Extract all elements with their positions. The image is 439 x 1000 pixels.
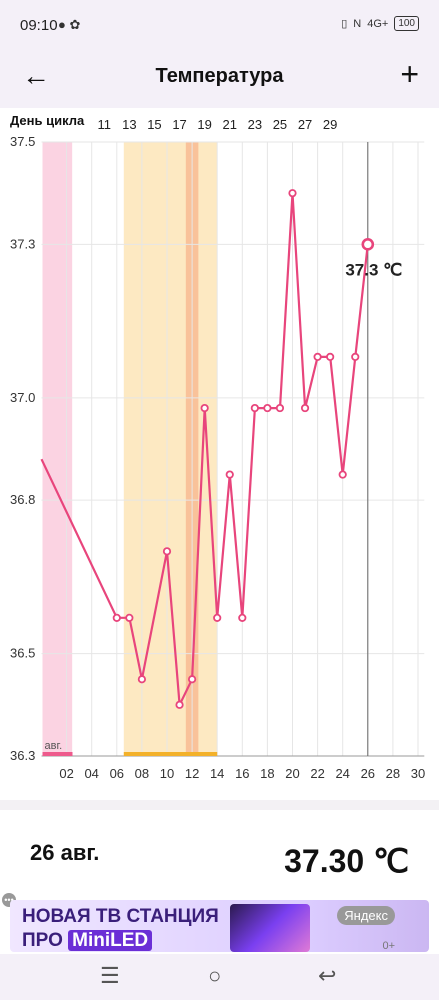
data-point <box>112 613 121 622</box>
battery-icon: 100 <box>394 16 419 31</box>
cycle-day-label: 25 <box>273 117 287 132</box>
period-bar <box>42 752 73 756</box>
data-point <box>213 613 222 622</box>
cycle-day-label: 11 <box>98 117 112 132</box>
system-nav-bar: ☰ ○ ↩ <box>0 954 439 1000</box>
data-point <box>351 352 360 361</box>
x-tick-label: 22 <box>310 766 324 781</box>
selected-date: 26 авг. <box>30 840 100 865</box>
ad-image <box>230 904 310 952</box>
data-point <box>275 403 285 413</box>
x-tick-label: 20 <box>285 766 299 781</box>
cycle-day-label: 23 <box>248 117 262 132</box>
vibrate-icon: ▯ <box>341 18 348 30</box>
signal-label: 4G+ <box>367 17 389 30</box>
data-point <box>263 403 272 413</box>
selected-value-label: 37.3 ℃ <box>345 260 402 279</box>
x-tick-label: 10 <box>160 766 174 781</box>
x-tick-label: 18 <box>260 766 274 781</box>
status-time: 09:10 <box>20 17 58 34</box>
x-tick-label: 24 <box>335 766 349 781</box>
cycle-day-label: 21 <box>223 117 237 132</box>
period-band <box>42 142 73 756</box>
data-point <box>137 675 146 684</box>
data-point <box>188 675 197 684</box>
data-point <box>326 352 335 361</box>
cycle-day-label: 27 <box>298 117 312 132</box>
status-bar: 09:10 ● ✿ ▯ N 4G+ 100 <box>0 0 439 52</box>
y-tick-label: 36.8 <box>10 492 35 507</box>
cycle-day-label: 15 <box>147 117 161 132</box>
ad-age-rating: 0+ <box>382 940 395 952</box>
data-point <box>162 547 172 556</box>
status-right: ▯ N 4G+ 100 <box>341 16 419 31</box>
x-tick-label: 12 <box>185 766 199 781</box>
divider <box>0 800 439 810</box>
cycle-day-label: 19 <box>197 117 211 132</box>
x-tick-label: 26 <box>361 766 375 781</box>
month-label: авг. <box>45 740 63 752</box>
app-bar: ← Температура + <box>0 52 439 108</box>
x-tick-label: 06 <box>110 766 124 781</box>
cycle-day-label: 13 <box>122 117 136 132</box>
page-title: Температура <box>155 65 284 87</box>
ad-subline: ПРО MiniLED <box>22 930 153 952</box>
cycle-day-header: День цикла <box>10 113 85 128</box>
data-point <box>300 403 310 413</box>
x-tick-label: 30 <box>411 766 425 781</box>
x-tick-label: 14 <box>210 766 224 781</box>
add-icon[interactable]: + <box>400 56 419 92</box>
home-icon[interactable]: ○ <box>208 963 222 988</box>
data-point <box>125 613 134 622</box>
cycle-day-label: 17 <box>172 117 186 132</box>
data-point <box>238 613 247 622</box>
ad-headline: НОВАЯ ТВ СТАНЦИЯ <box>22 906 219 927</box>
ad-subline-prefix: ПРО <box>22 930 63 951</box>
temperature-chart[interactable]: авг. День цикла 11 13 15 17 19 21 23 25 27 29 37.5 37… <box>0 108 439 800</box>
notification-icons: ● ✿ <box>58 17 81 32</box>
x-tick-label: 02 <box>59 766 73 781</box>
y-tick-label: 37.5 <box>10 134 35 149</box>
data-point <box>225 470 234 479</box>
selected-point <box>361 238 375 251</box>
data-point <box>175 700 184 709</box>
data-point <box>200 403 209 413</box>
ad-badge: MiniLED <box>68 930 153 951</box>
ad-brand: Яндекс <box>337 906 395 925</box>
cycle-day-label: 29 <box>323 117 337 132</box>
data-point <box>250 403 259 413</box>
back-arrow-icon[interactable]: ← <box>22 60 50 91</box>
chart-svg[interactable]: авг. День цикла 11 13 15 17 19 21 23 25 27 29 37.5 37… <box>0 108 439 800</box>
y-tick-label: 36.3 <box>10 748 35 763</box>
y-tick-label: 37.0 <box>10 390 35 405</box>
data-point <box>313 352 322 361</box>
data-point <box>288 189 297 198</box>
nfc-icon: N <box>353 17 362 30</box>
y-tick-label: 36.5 <box>10 646 35 661</box>
fertile-bar <box>123 752 218 756</box>
x-tick-label: 28 <box>386 766 400 781</box>
x-tick-label: 04 <box>84 766 98 781</box>
selected-temperature: 37.30 ℃ <box>284 843 409 879</box>
data-point <box>338 470 347 479</box>
menu-icon[interactable]: ☰ <box>100 963 120 988</box>
y-tick-label: 37.3 <box>10 236 35 251</box>
x-tick-label: 16 <box>235 766 249 781</box>
x-tick-label: 08 <box>135 766 149 781</box>
ad-banner[interactable]: НОВАЯ ТВ СТАНЦИЯ ПРО MiniLED Яндекс 0+ <box>10 900 429 952</box>
nav-back-icon[interactable]: ↩ <box>318 963 337 988</box>
